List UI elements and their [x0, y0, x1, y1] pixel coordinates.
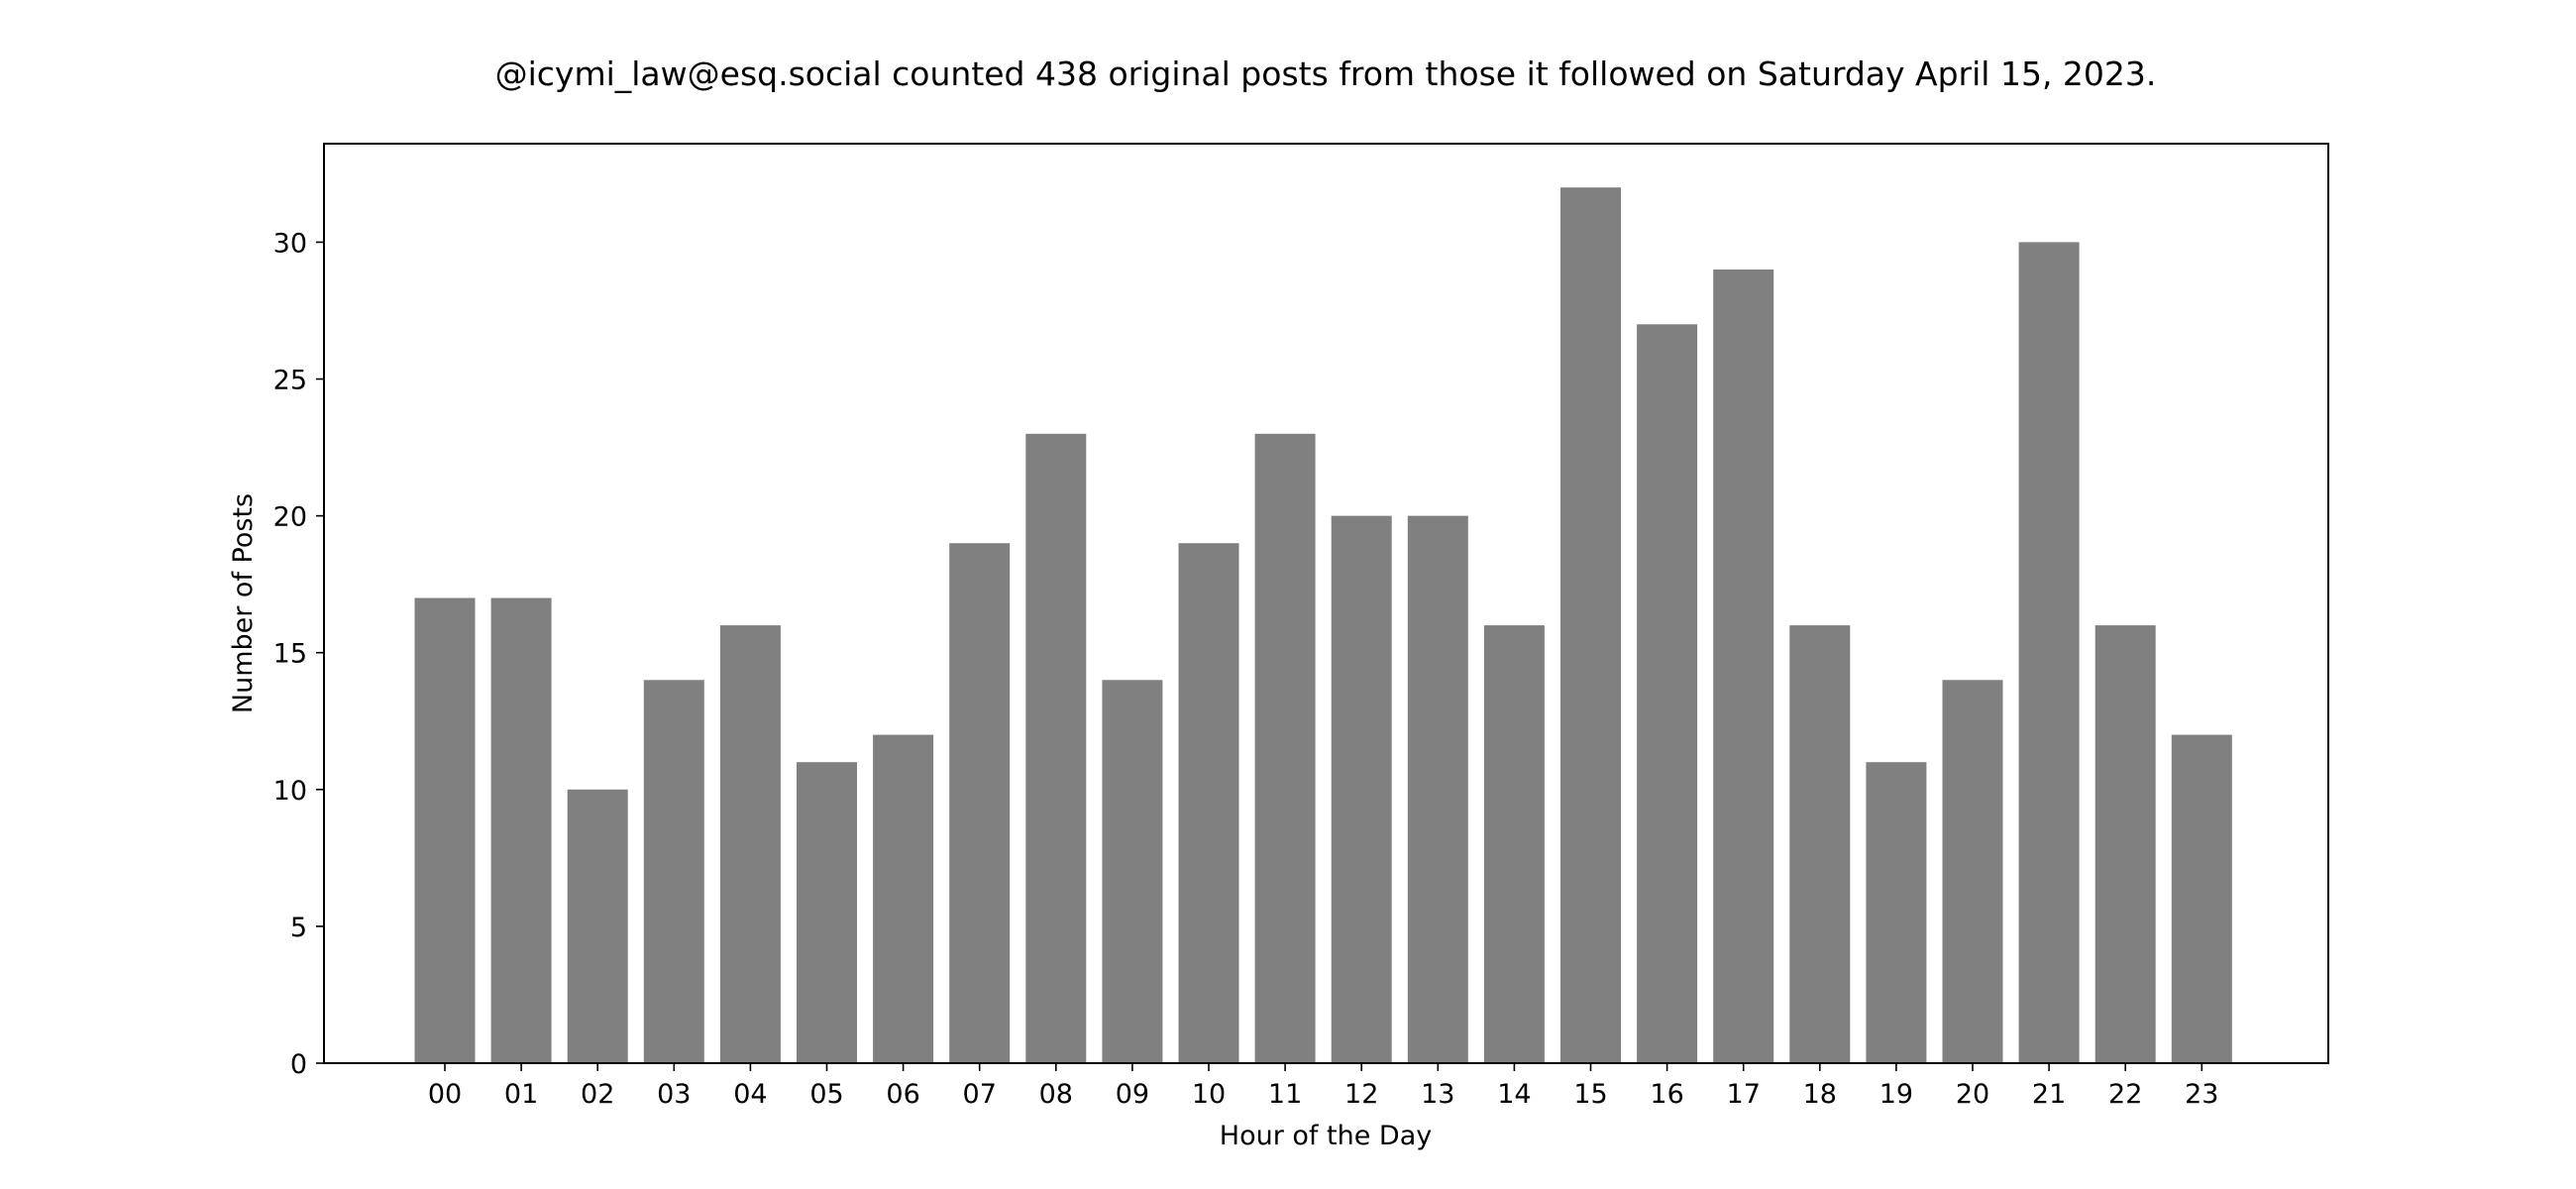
x-tick-label: 12 — [1344, 1079, 1378, 1110]
bar-hour-05 — [797, 762, 857, 1063]
x-tick-label: 13 — [1421, 1079, 1454, 1110]
x-tick-label: 01 — [504, 1079, 538, 1110]
x-tick-label: 04 — [733, 1079, 767, 1110]
bar-hour-21 — [2018, 242, 2080, 1063]
x-tick-label: 15 — [1573, 1079, 1607, 1110]
x-tick-label: 03 — [657, 1079, 691, 1110]
bar-hour-11 — [1254, 433, 1316, 1063]
x-tick-label: 22 — [2108, 1079, 2142, 1110]
x-tick-label: 02 — [581, 1079, 614, 1110]
bar-hour-03 — [643, 680, 704, 1063]
y-axis-ticks: 0 5 10 15 20 25 30 — [273, 228, 324, 1080]
x-tick-label: 06 — [886, 1079, 919, 1110]
bar-hour-18 — [1789, 625, 1851, 1063]
bar-hour-22 — [2094, 625, 2156, 1063]
x-tick-label: 23 — [2185, 1079, 2218, 1110]
bar-hour-13 — [1407, 515, 1468, 1063]
bar-hour-09 — [1102, 680, 1163, 1063]
bar-hour-01 — [490, 597, 552, 1063]
y-tick-label: 20 — [273, 502, 307, 533]
x-tick-label: 05 — [809, 1079, 843, 1110]
bar-hour-12 — [1331, 515, 1392, 1063]
y-tick-label: 30 — [273, 228, 307, 259]
y-tick-label: 10 — [273, 776, 307, 807]
bar-hour-16 — [1637, 324, 1698, 1063]
x-tick-label: 08 — [1039, 1079, 1073, 1110]
bar-hour-04 — [719, 625, 781, 1063]
bar-hour-14 — [1483, 625, 1545, 1063]
x-tick-label: 07 — [963, 1079, 997, 1110]
x-tick-label: 10 — [1192, 1079, 1226, 1110]
bar-hour-00 — [414, 597, 476, 1063]
y-tick-label: 25 — [273, 366, 307, 396]
x-tick-label: 21 — [2032, 1079, 2066, 1110]
x-tick-label: 00 — [428, 1079, 462, 1110]
y-tick-label: 5 — [290, 913, 307, 943]
y-tick-label: 0 — [290, 1049, 307, 1080]
bar-hour-10 — [1178, 543, 1239, 1063]
x-tick-label: 19 — [1879, 1079, 1913, 1110]
bar-hour-17 — [1713, 270, 1774, 1063]
bars-group — [414, 187, 2232, 1063]
y-axis-label: Number of Posts — [228, 493, 259, 713]
y-tick-label: 15 — [273, 639, 307, 670]
x-tick-label: 14 — [1497, 1079, 1531, 1110]
x-axis-label: Hour of the Day — [1220, 1121, 1432, 1151]
bar-hour-19 — [1866, 762, 1927, 1063]
plot-area-frame — [323, 143, 2329, 1064]
bar-hour-20 — [1942, 680, 2003, 1063]
bar-hour-08 — [1025, 433, 1087, 1063]
bar-hour-06 — [873, 734, 934, 1063]
x-tick-label: 16 — [1650, 1079, 1683, 1110]
x-tick-label: 11 — [1268, 1079, 1302, 1110]
bar-hour-07 — [949, 543, 1011, 1063]
bar-hour-02 — [567, 789, 628, 1063]
x-axis-ticks: 00 01 02 03 04 05 06 07 08 09 10 11 12 13 14 15 16 17 18 19… — [428, 1063, 2218, 1110]
chart-title: @icymi_law@esq.social counted 438 origin… — [495, 54, 2157, 93]
bar-hour-23 — [2171, 734, 2232, 1063]
x-tick-label: 20 — [1956, 1079, 1989, 1110]
bar-hour-15 — [1560, 187, 1621, 1063]
x-tick-label: 17 — [1727, 1079, 1761, 1110]
x-tick-label: 09 — [1116, 1079, 1149, 1110]
x-tick-label: 18 — [1803, 1079, 1837, 1110]
